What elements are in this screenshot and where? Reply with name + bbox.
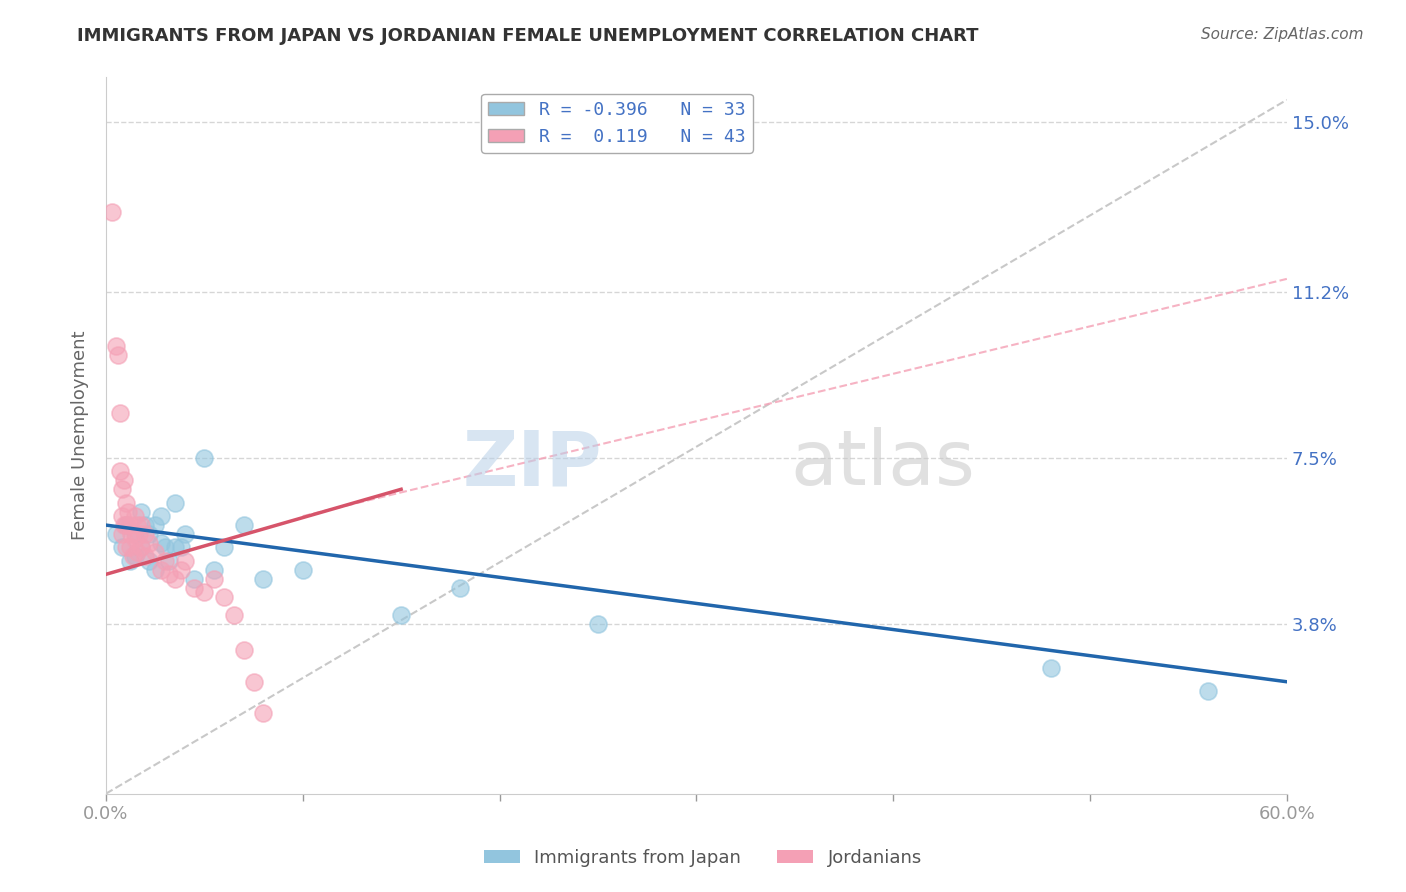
Point <box>128 527 150 541</box>
Point <box>111 541 134 555</box>
Point <box>114 518 136 533</box>
Point <box>173 554 195 568</box>
Point <box>193 585 215 599</box>
Point <box>252 706 274 720</box>
Point <box>134 527 156 541</box>
Point <box>112 518 135 533</box>
Point <box>150 536 173 550</box>
Point <box>143 545 166 559</box>
Point <box>449 581 471 595</box>
Point <box>232 643 254 657</box>
Point <box>163 496 186 510</box>
Point <box>127 545 149 559</box>
Point <box>118 518 141 533</box>
Point <box>193 450 215 465</box>
Point <box>212 590 235 604</box>
Legend: Immigrants from Japan, Jordanians: Immigrants from Japan, Jordanians <box>477 842 929 874</box>
Point <box>170 541 193 555</box>
Point <box>157 567 180 582</box>
Point <box>202 563 225 577</box>
Point <box>101 204 124 219</box>
Text: IMMIGRANTS FROM JAPAN VS JORDANIAN FEMALE UNEMPLOYMENT CORRELATION CHART: IMMIGRANTS FROM JAPAN VS JORDANIAN FEMAL… <box>77 27 979 45</box>
Point <box>131 541 153 555</box>
Point <box>121 527 143 541</box>
Point <box>150 563 173 577</box>
Text: Source: ZipAtlas.com: Source: ZipAtlas.com <box>1201 27 1364 42</box>
Point <box>222 607 245 622</box>
Point <box>124 527 146 541</box>
Point <box>134 518 156 533</box>
Point <box>127 518 149 533</box>
Point <box>117 505 139 519</box>
Point <box>138 527 160 541</box>
Point <box>134 549 156 564</box>
Point <box>118 554 141 568</box>
Point <box>586 616 609 631</box>
Point <box>1197 683 1219 698</box>
Point <box>252 572 274 586</box>
Point <box>111 527 134 541</box>
Point <box>118 541 141 555</box>
Point <box>104 339 127 353</box>
Point <box>143 563 166 577</box>
Text: atlas: atlas <box>790 427 976 501</box>
Point <box>131 505 153 519</box>
Point <box>122 549 145 564</box>
Point <box>153 541 176 555</box>
Point <box>1039 661 1062 675</box>
Point <box>232 518 254 533</box>
Point <box>212 541 235 555</box>
Point <box>111 483 134 497</box>
Point <box>138 554 160 568</box>
Y-axis label: Female Unemployment: Female Unemployment <box>72 331 89 541</box>
Point <box>163 572 186 586</box>
Point <box>389 607 412 622</box>
Point <box>131 541 153 555</box>
Point <box>131 518 153 533</box>
Point <box>114 496 136 510</box>
Point <box>108 464 131 478</box>
Point <box>111 509 134 524</box>
Point <box>183 581 205 595</box>
Point <box>138 536 160 550</box>
Point <box>124 532 146 546</box>
Point <box>124 549 146 564</box>
Point <box>104 527 127 541</box>
Point <box>157 554 180 568</box>
Point <box>108 406 131 420</box>
Point <box>124 509 146 524</box>
Point <box>202 572 225 586</box>
Point <box>153 554 176 568</box>
Point <box>170 563 193 577</box>
Point <box>163 541 186 555</box>
Point <box>114 541 136 555</box>
Point <box>183 572 205 586</box>
Point <box>143 518 166 533</box>
Point <box>114 518 136 533</box>
Point <box>173 527 195 541</box>
Point <box>242 674 264 689</box>
Text: ZIP: ZIP <box>463 427 602 501</box>
Point <box>107 348 129 362</box>
Point <box>291 563 314 577</box>
Point <box>150 509 173 524</box>
Legend: R = -0.396   N = 33, R =  0.119   N = 43: R = -0.396 N = 33, R = 0.119 N = 43 <box>481 94 752 153</box>
Point <box>112 473 135 487</box>
